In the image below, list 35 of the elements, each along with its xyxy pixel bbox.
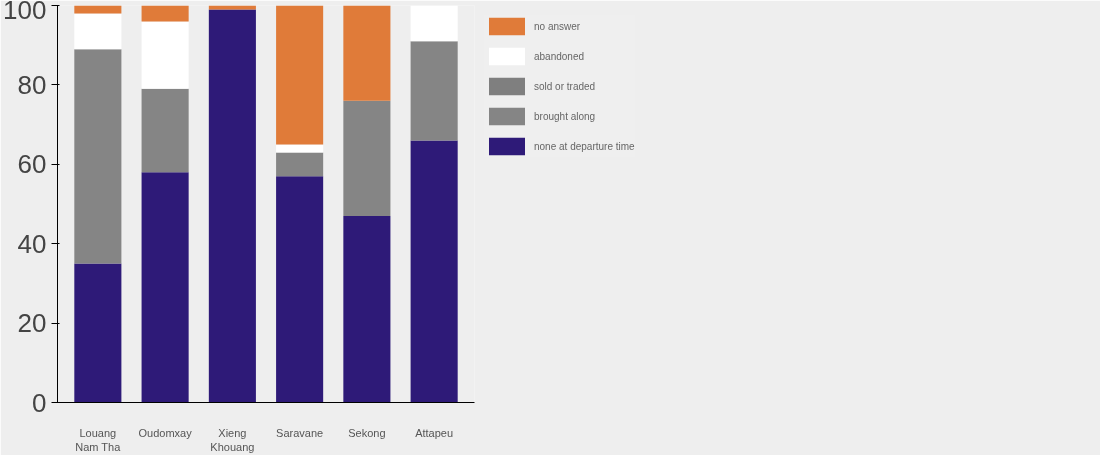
x-tick-label: Oudomxay	[138, 426, 193, 439]
bar	[343, 215, 391, 403]
bar	[74, 263, 122, 403]
x-tick-label: Xieng Khouang	[210, 426, 255, 453]
x-tick-label: Louang Nam Tha	[75, 426, 122, 453]
bar	[74, 13, 122, 50]
x-tick-label: Saravane	[276, 426, 324, 439]
bar	[276, 176, 324, 403]
legend-label: abandoned	[534, 50, 585, 62]
bar	[410, 5, 458, 42]
bar	[208, 9, 256, 403]
bar	[276, 5, 324, 145]
x-tick-label: Sekong	[348, 426, 386, 439]
bar	[410, 41, 458, 141]
bar	[343, 100, 391, 216]
bar	[410, 140, 458, 403]
bar	[343, 5, 391, 101]
legend-label: none at departure time	[534, 140, 635, 152]
legend-label: sold or traded	[534, 80, 596, 92]
y-tick-label: 0	[32, 387, 47, 418]
x-tick-label: Attapeu	[415, 426, 454, 439]
y-tick-label: 20	[17, 308, 47, 339]
bar	[141, 5, 189, 22]
bar	[141, 88, 189, 173]
y-tick-label: 80	[17, 69, 47, 100]
legend-label: no answer	[534, 20, 581, 32]
bar	[141, 172, 189, 403]
bar	[276, 152, 324, 177]
bar	[276, 144, 324, 153]
y-tick-label: 40	[17, 228, 47, 259]
bar	[141, 21, 189, 89]
y-tick-label: 100	[3, 0, 47, 25]
bar	[74, 49, 122, 264]
legend-label: brought along	[534, 110, 596, 122]
y-tick-label: 60	[17, 149, 47, 180]
